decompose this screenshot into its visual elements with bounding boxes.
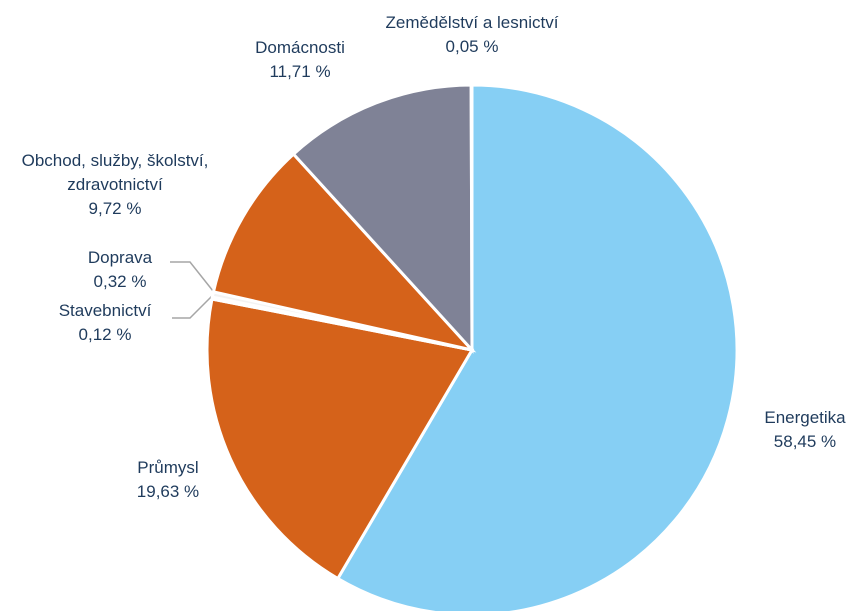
slice-category: Domácnosti <box>255 38 345 57</box>
pie-slice <box>291 83 474 354</box>
slice-label: Energetika 58,45 % <box>740 406 859 454</box>
slice-label: Doprava 0,32 % <box>60 246 180 294</box>
slice-category: Doprava <box>87 248 153 267</box>
slice-category: Stavebnictví <box>58 301 152 320</box>
slice-value: 0,05 % <box>445 37 499 56</box>
slice-value: 58,45 % <box>773 432 837 451</box>
slice-value: 0,32 % <box>93 272 147 291</box>
slice-category: Zemědělství a lesnictví <box>385 13 559 32</box>
slice-label: Domácnosti 11,71 % <box>230 36 370 84</box>
pie-slice <box>211 151 477 353</box>
pie-slice <box>469 83 474 351</box>
slice-value: 0,12 % <box>78 325 132 344</box>
pie-slice <box>205 297 475 581</box>
slice-value: 9,72 % <box>88 199 142 218</box>
pie-slice <box>335 83 739 611</box>
slice-value: 19,63 % <box>136 482 200 501</box>
leader-line <box>172 295 213 319</box>
slice-label: Průmysl 19,63 % <box>108 456 228 504</box>
slice-category: Obchod, služby, školství, zdravotnictví <box>21 151 209 194</box>
slice-label: Obchod, služby, školství, zdravotnictví 9… <box>0 149 235 221</box>
slice-value: 11,71 % <box>269 62 331 81</box>
leader-line <box>170 261 214 292</box>
slice-category: Průmysl <box>137 458 199 477</box>
slice-label: Stavebnictví 0,12 % <box>25 299 185 347</box>
slice-label: Zemědělství a lesnictví 0,05 % <box>342 11 602 59</box>
slice-category: Energetika <box>764 408 846 427</box>
